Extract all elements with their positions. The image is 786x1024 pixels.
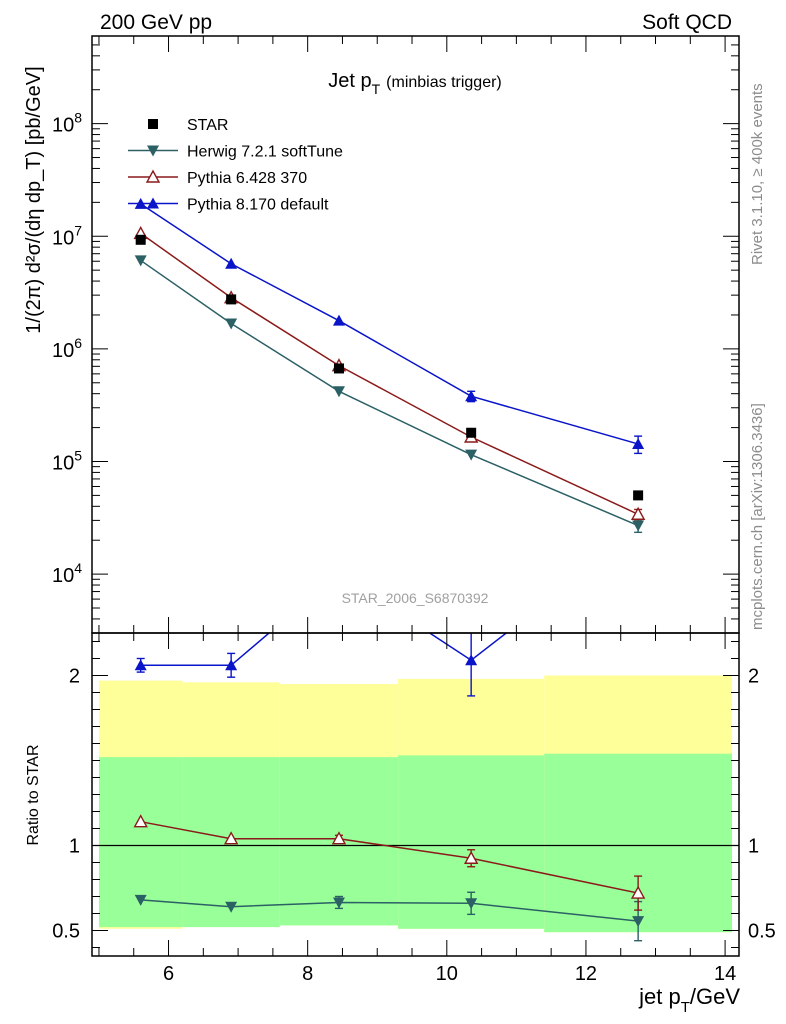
x-tick-label: 12 xyxy=(575,963,597,985)
data-point xyxy=(332,314,345,326)
y-tick-label: 104 xyxy=(52,560,82,587)
series-line xyxy=(140,633,508,667)
legend-entry: Pythia 6.428 370 xyxy=(128,169,307,187)
data-point xyxy=(226,294,237,305)
legend-label: Herwig 7.2.1 softTune xyxy=(187,144,343,161)
data-point xyxy=(331,831,347,845)
data-point xyxy=(225,257,238,269)
x-tick-label: 14 xyxy=(714,963,736,985)
series-pythia-6-428-370 xyxy=(133,225,646,521)
legend-marker xyxy=(145,169,161,183)
header-left: 200 GeV pp xyxy=(100,11,212,34)
legend-entry: Herwig 7.2.1 softTune xyxy=(128,144,343,161)
main-y-axis-label: 1/(2π) d²σ/(dη dp_T) [pb/GeV] xyxy=(23,66,45,333)
legend-label: Pythia 8.170 default xyxy=(187,197,329,214)
data-point xyxy=(632,916,645,928)
ratio-y-tick-label-right: 2 xyxy=(748,666,759,688)
data-point xyxy=(333,363,344,374)
legend-entry: Pythia 8.170 default xyxy=(128,197,329,214)
chart-title: Jet pT (minbias trigger) xyxy=(328,70,502,97)
x-tick-label: 6 xyxy=(163,963,174,985)
data-point xyxy=(134,894,147,906)
rivet-version-label: Rivet 3.1.10, ≥ 400k events xyxy=(749,83,766,265)
series-pythia-8-170-default xyxy=(134,197,645,455)
mcplots-label: mcplots.cern.ch [arXiv:1306.3436] xyxy=(749,403,766,630)
data-point xyxy=(465,449,478,461)
legend-marker xyxy=(148,119,158,129)
legend-entry: STAR xyxy=(148,117,228,134)
data-point xyxy=(225,659,238,671)
data-point xyxy=(133,814,148,828)
ratio-panel xyxy=(133,568,646,942)
y-tick-label: 106 xyxy=(52,335,82,362)
ratio-y-tick-label: 1 xyxy=(69,836,80,858)
y-tick-label: 108 xyxy=(52,110,82,137)
legend-marker xyxy=(147,145,159,157)
data-point xyxy=(223,831,239,845)
data-point xyxy=(633,490,644,501)
data-point xyxy=(332,897,345,909)
legend-label: Pythia 6.428 370 xyxy=(187,170,307,187)
data-point xyxy=(632,520,645,532)
data-point xyxy=(134,255,147,267)
x-tick-label: 8 xyxy=(302,963,313,985)
data-point xyxy=(463,850,479,864)
y-tick-label: 105 xyxy=(52,447,82,474)
legend-label: STAR xyxy=(187,117,228,134)
legend-marker xyxy=(147,197,159,209)
y-tick-label: 107 xyxy=(52,222,82,249)
data-point xyxy=(632,438,645,450)
header-right: Soft QCD xyxy=(642,11,732,34)
ratio-y-axis-label: Ratio to STAR xyxy=(25,744,42,845)
data-point xyxy=(333,568,345,579)
series-pythia-6-428-370 xyxy=(133,814,646,911)
data-point xyxy=(135,234,146,245)
x-axis-label: jet pT/GeV xyxy=(638,984,740,1016)
series-star xyxy=(135,234,644,501)
main-panel xyxy=(133,197,646,534)
data-point xyxy=(465,390,478,402)
data-point xyxy=(332,386,345,398)
data-point xyxy=(630,506,646,520)
data-point xyxy=(630,885,646,899)
series-line xyxy=(140,232,639,515)
data-point xyxy=(225,901,238,913)
series-herwig-7-2-1-softtune xyxy=(134,891,645,942)
ratio-y-tick-label: 0.5 xyxy=(52,921,80,943)
ratio-y-tick-label-right: 0.5 xyxy=(748,921,776,943)
x-tick-label: 10 xyxy=(436,963,458,985)
data-point xyxy=(465,654,478,666)
data-point xyxy=(466,427,477,438)
axes-frames xyxy=(91,35,740,957)
series-pythia-8-170-default xyxy=(134,568,508,697)
ratio-y-tick-label-right: 1 xyxy=(748,836,759,858)
series-herwig-7-2-1-softtune xyxy=(134,255,645,534)
chart-labels: 200 GeV pp Soft QCD Rivet 3.1.10, ≥ 400k… xyxy=(23,11,776,1016)
data-point xyxy=(134,659,147,671)
series-line xyxy=(140,203,639,445)
data-point xyxy=(465,898,478,910)
data-point xyxy=(225,318,238,330)
ratio-y-tick-label: 2 xyxy=(69,666,80,688)
analysis-watermark: STAR_2006_S6870392 xyxy=(342,590,489,606)
